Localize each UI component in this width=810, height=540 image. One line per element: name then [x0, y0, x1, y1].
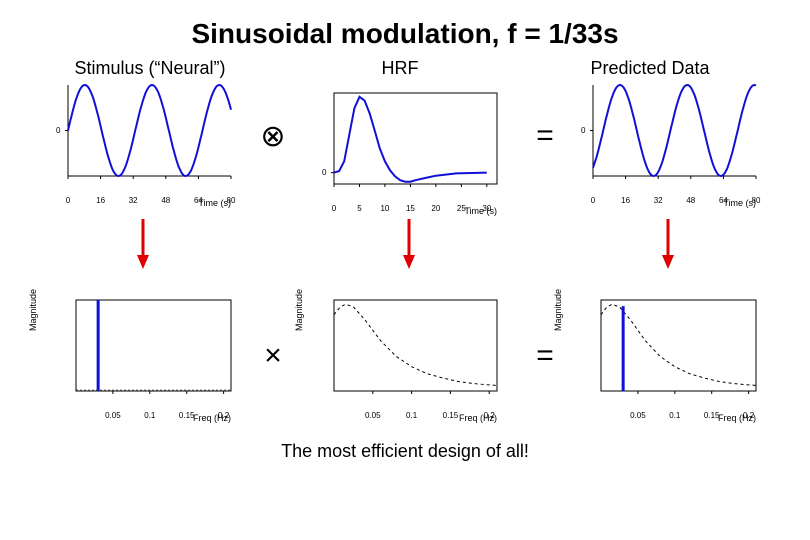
tick-label: 10 [380, 204, 389, 213]
tick-label: 0.1 [406, 411, 417, 420]
tick-label: 0 [591, 196, 595, 205]
panel-predicted-time: 01632486480Time (s)0 [575, 79, 760, 194]
chart-grid: 01632486480Time (s)0 051015202530Time (s… [0, 79, 810, 439]
page-title: Sinusoidal modulation, f = 1/33s [0, 0, 810, 58]
tick-label: 48 [686, 196, 695, 205]
tick-label: 32 [654, 196, 663, 205]
panel-predicted-freq: 0.050.10.150.2Freq (Hz)Magnitude [575, 294, 760, 409]
panel-hrf-freq: 0.050.10.150.2Freq (Hz)Magnitude [316, 294, 501, 409]
panel-stimulus-freq: 0.050.10.150.2Freq (Hz)Magnitude [50, 294, 235, 409]
arrow-down-icon-3 [662, 219, 674, 269]
y-zero-label: 0 [322, 168, 326, 177]
arrow-down-icon-2 [403, 219, 415, 269]
tick-label: 15 [406, 204, 415, 213]
y-zero-label: 0 [56, 126, 60, 135]
y-axis-label: Magnitude [294, 288, 304, 330]
panel-hrf-time: 051015202530Time (s)0 [316, 87, 501, 202]
x-axis-label: Freq (Hz) [193, 413, 231, 423]
y-axis-label: Magnitude [28, 288, 38, 330]
tick-label: 0.1 [669, 411, 680, 420]
operator-equals-top-icon: = [530, 119, 560, 153]
x-axis-label: Time (s) [464, 206, 497, 216]
arrow-down-icon-1 [137, 219, 149, 269]
x-axis-label: Time (s) [723, 198, 756, 208]
footer-text: The most efficient design of all! [0, 439, 810, 462]
y-zero-label: 0 [581, 126, 585, 135]
tick-label: 0.05 [105, 411, 121, 420]
tick-label: 5 [357, 204, 361, 213]
tick-label: 48 [161, 196, 170, 205]
x-axis-label: Time (s) [198, 198, 231, 208]
panel-stimulus-time: 01632486480Time (s)0 [50, 79, 235, 194]
tick-label: 0 [332, 204, 336, 213]
header-stimulus: Stimulus (“Neural”) [50, 58, 250, 79]
x-axis-label: Freq (Hz) [459, 413, 497, 423]
operator-equals-bottom-icon: = [530, 339, 560, 373]
tick-label: 0.05 [630, 411, 646, 420]
tick-label: 0.05 [365, 411, 381, 420]
operator-multiply-icon: × [258, 339, 288, 373]
tick-label: 0 [66, 196, 70, 205]
tick-label: 16 [96, 196, 105, 205]
tick-label: 32 [129, 196, 138, 205]
column-headers: Stimulus (“Neural”) HRF Predicted Data [0, 58, 810, 79]
tick-label: 0.1 [144, 411, 155, 420]
tick-label: 20 [431, 204, 440, 213]
tick-label: 16 [621, 196, 630, 205]
operator-convolve-icon: ⊗ [258, 119, 288, 154]
x-axis-label: Freq (Hz) [718, 413, 756, 423]
header-predicted: Predicted Data [550, 58, 750, 79]
tick-label: 0.15 [443, 411, 459, 420]
y-axis-label: Magnitude [553, 288, 563, 330]
header-hrf: HRF [300, 58, 500, 79]
